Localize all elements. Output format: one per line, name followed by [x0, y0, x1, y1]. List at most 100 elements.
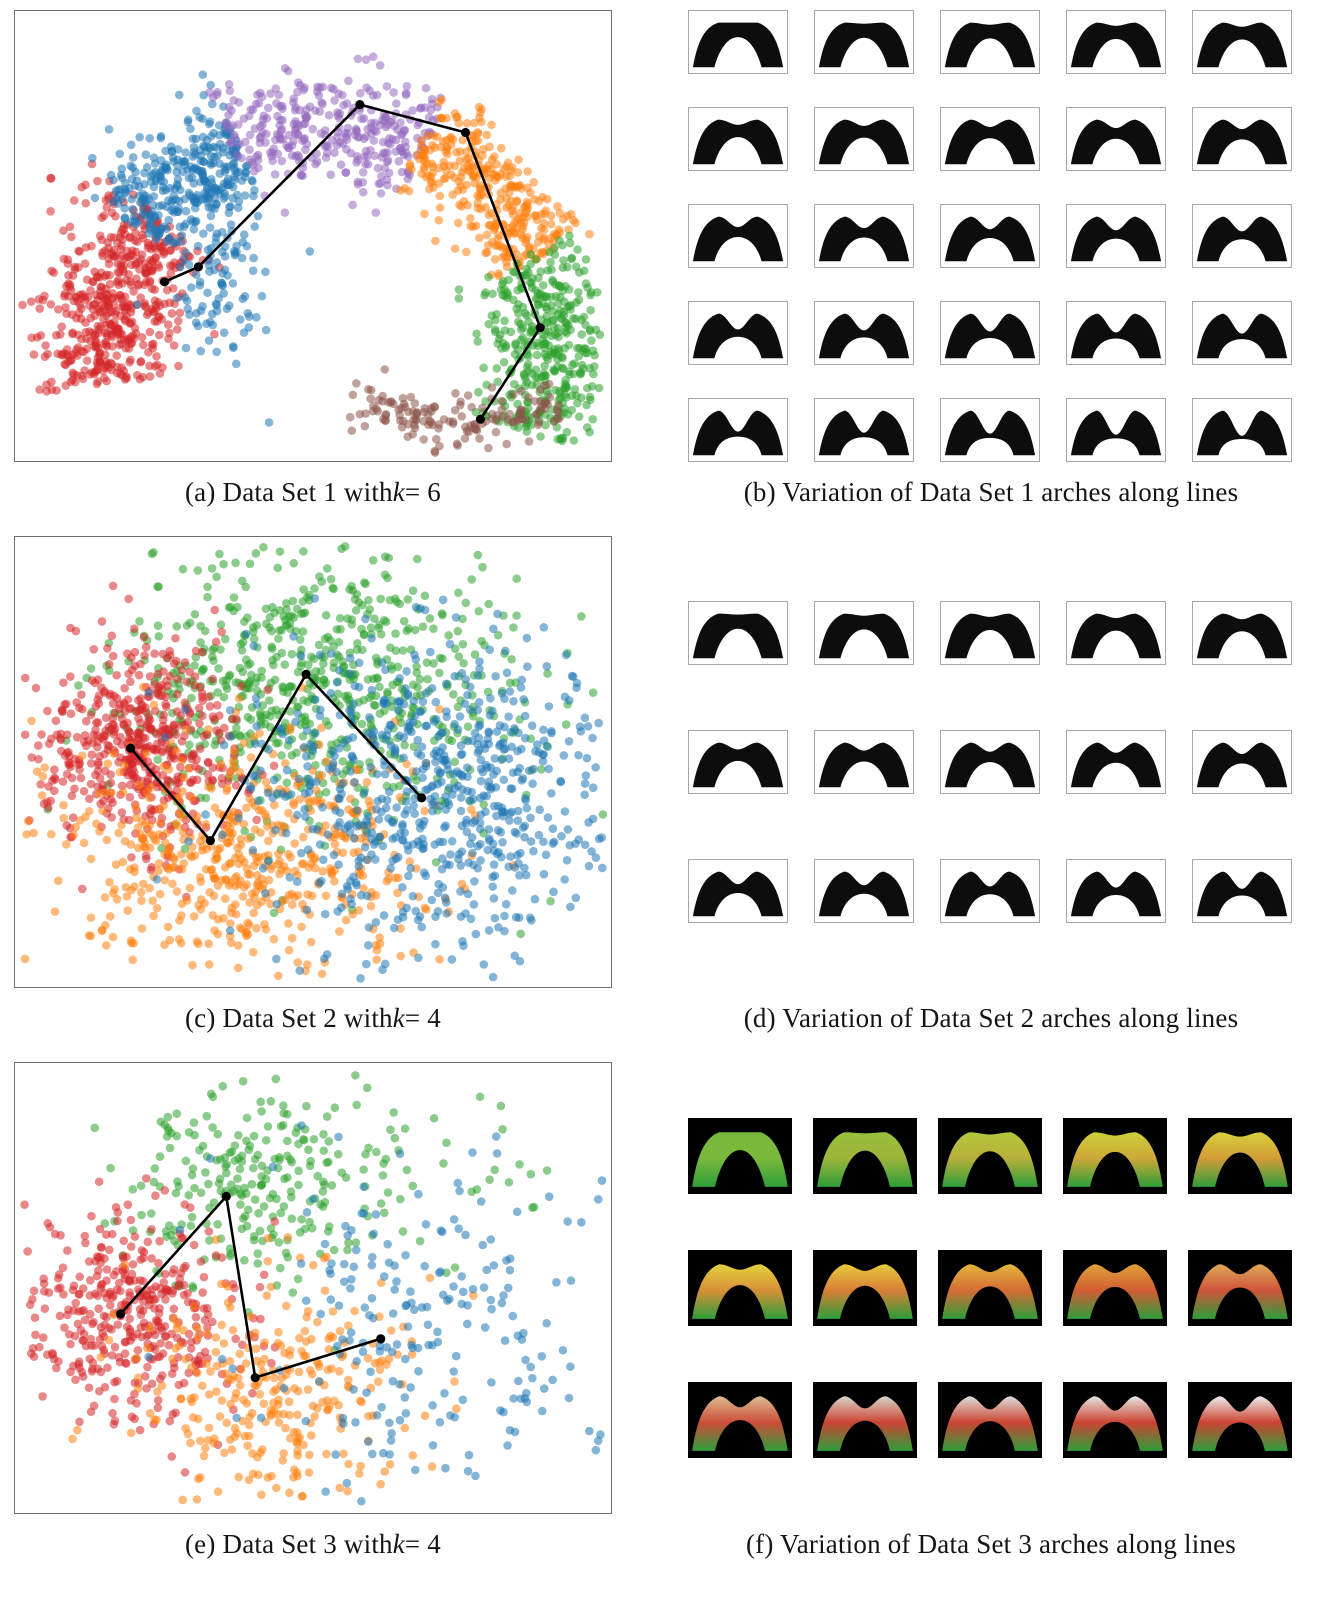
arch-thumbnail	[1192, 859, 1292, 923]
arch-thumbnail	[688, 398, 788, 462]
arch-thumbnail	[814, 10, 914, 74]
arch-thumbnail	[940, 859, 1040, 923]
caption-e-prefix: (e) Data Set 3 with	[184, 1528, 393, 1559]
caption-b-text: (b) Variation of Data Set 1 arches along…	[743, 476, 1239, 507]
arch-thumbnail	[1066, 204, 1166, 268]
arch-thumbnail	[940, 107, 1040, 171]
arch-thumbnail	[814, 730, 914, 794]
arch-thumbnail	[688, 730, 788, 794]
arch-thumbnail	[1063, 1250, 1167, 1326]
arch-row	[688, 730, 1294, 794]
arch-thumbnail	[814, 301, 914, 365]
scatter-plot-dataset1	[14, 10, 612, 462]
caption-f-text: (f) Variation of Data Set 3 arches along…	[745, 1528, 1237, 1559]
panel-b: (b) Variation of Data Set 1 arches along…	[688, 10, 1294, 522]
arch-thumbnail	[1066, 301, 1166, 365]
caption-e-kvar: k	[392, 1528, 405, 1559]
arch-thumbnail	[688, 1118, 792, 1194]
arch-thumbnail	[938, 1118, 1042, 1194]
caption-d-text: (d) Variation of Data Set 2 arches along…	[743, 1002, 1239, 1033]
arch-thumbnail	[1188, 1250, 1292, 1326]
arch-thumbnail	[688, 1250, 792, 1326]
arch-row	[688, 10, 1294, 74]
caption-c: (c) Data Set 2 with k = 4	[14, 988, 612, 1048]
arch-thumbnail	[1192, 601, 1292, 665]
arch-thumbnail	[814, 859, 914, 923]
arch-thumbnail	[1192, 730, 1292, 794]
arch-thumbnail	[940, 301, 1040, 365]
arch-row	[688, 204, 1294, 268]
caption-d: (d) Variation of Data Set 2 arches along…	[688, 988, 1294, 1048]
arch-thumbnail	[688, 107, 788, 171]
arch-thumbnail	[1066, 730, 1166, 794]
arch-thumbnail	[1188, 1382, 1292, 1458]
arch-thumbnail	[940, 730, 1040, 794]
arch-grid-dataset1	[688, 10, 1294, 462]
arch-thumbnail	[688, 601, 788, 665]
caption-a: (a) Data Set 1 with k = 6	[14, 462, 612, 522]
arch-row	[688, 1382, 1294, 1458]
arch-thumbnail	[940, 10, 1040, 74]
panel-d: (d) Variation of Data Set 2 arches along…	[688, 536, 1294, 1048]
scatter-plot-dataset2	[14, 536, 612, 988]
caption-b: (b) Variation of Data Set 1 arches along…	[688, 462, 1294, 522]
arch-thumbnail	[1192, 398, 1292, 462]
caption-c-rest: = 4	[404, 1002, 441, 1033]
arch-thumbnail	[1066, 859, 1166, 923]
arch-thumbnail	[688, 1382, 792, 1458]
arch-thumbnail	[814, 398, 914, 462]
scatter-plot-dataset3	[14, 1062, 612, 1514]
panel-a: (a) Data Set 1 with k = 6	[14, 10, 612, 522]
caption-c-kvar: k	[392, 1002, 405, 1033]
arch-thumbnail	[940, 398, 1040, 462]
arch-thumbnail	[813, 1118, 917, 1194]
arch-thumbnail	[688, 10, 788, 74]
caption-a-rest: = 6	[404, 476, 441, 507]
arch-thumbnail	[938, 1382, 1042, 1458]
arch-thumbnail	[940, 601, 1040, 665]
panel-e: (e) Data Set 3 with k = 4	[14, 1062, 612, 1574]
arch-thumbnail	[1192, 204, 1292, 268]
arch-thumbnail	[814, 107, 914, 171]
caption-a-prefix: (a) Data Set 1 with	[184, 476, 393, 507]
scatter-canvas	[20, 542, 608, 983]
arch-row	[688, 859, 1294, 923]
arch-row	[688, 107, 1294, 171]
scatter-canvas	[18, 52, 605, 457]
arch-grid-dataset3	[688, 1062, 1294, 1514]
arch-thumbnail	[1188, 1118, 1292, 1194]
arch-row	[688, 601, 1294, 665]
arch-thumbnail	[688, 204, 788, 268]
caption-e-rest: = 4	[404, 1528, 441, 1559]
caption-e: (e) Data Set 3 with k = 4	[14, 1514, 612, 1574]
arch-thumbnail	[688, 859, 788, 923]
arch-thumbnail	[688, 301, 788, 365]
arch-thumbnail	[814, 204, 914, 268]
arch-thumbnail	[1066, 601, 1166, 665]
arch-row	[688, 1250, 1294, 1326]
arch-row	[688, 301, 1294, 365]
arch-thumbnail	[1066, 10, 1166, 74]
caption-a-kvar: k	[392, 476, 405, 507]
arch-thumbnail	[813, 1382, 917, 1458]
arch-thumbnail	[940, 204, 1040, 268]
arch-row	[688, 398, 1294, 462]
arch-thumbnail	[814, 601, 914, 665]
arch-thumbnail	[1066, 398, 1166, 462]
arch-thumbnail	[1192, 301, 1292, 365]
panel-c: (c) Data Set 2 with k = 4	[14, 536, 612, 1048]
arch-row	[688, 1118, 1294, 1194]
arch-thumbnail	[1192, 107, 1292, 171]
arch-thumbnail	[1063, 1382, 1167, 1458]
panel-f: (f) Variation of Data Set 3 arches along…	[688, 1062, 1294, 1574]
arch-grid-dataset2	[688, 536, 1294, 988]
arch-thumbnail	[1192, 10, 1292, 74]
arch-thumbnail	[938, 1250, 1042, 1326]
caption-f: (f) Variation of Data Set 3 arches along…	[688, 1514, 1294, 1574]
arch-thumbnail	[1066, 107, 1166, 171]
caption-c-prefix: (c) Data Set 2 with	[184, 1002, 393, 1033]
scatter-canvas	[20, 1071, 607, 1506]
arch-thumbnail	[813, 1250, 917, 1326]
arch-thumbnail	[1063, 1118, 1167, 1194]
